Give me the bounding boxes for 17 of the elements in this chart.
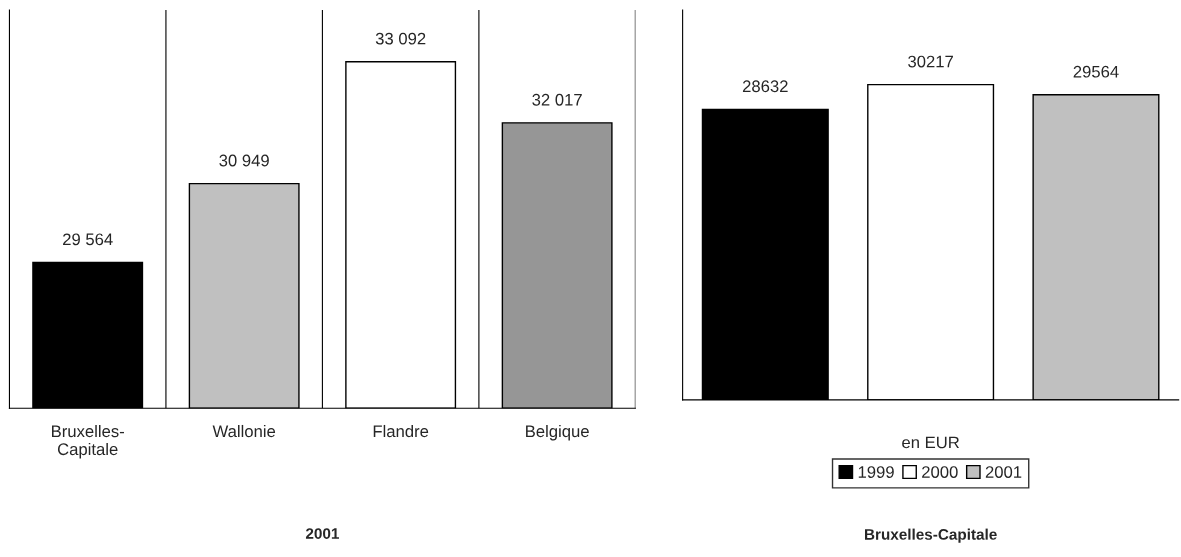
legend-label: 2001 bbox=[985, 466, 1022, 478]
data-label: 32 017 bbox=[532, 93, 582, 106]
x-tick-label: Bruxelles- Capitale bbox=[52, 424, 124, 459]
data-label: 29564 bbox=[1073, 65, 1119, 78]
data-label: 29 564 bbox=[63, 233, 113, 246]
data-label: 30 949 bbox=[219, 154, 269, 167]
data-label: 30217 bbox=[908, 55, 953, 68]
text: Bruxelles-Capitale bbox=[865, 528, 997, 543]
x-tick-label: Wallonie bbox=[212, 424, 276, 438]
data-label: 28632 bbox=[742, 80, 788, 93]
x-tick-label: Flandre bbox=[373, 424, 429, 438]
legend-label: 2000 bbox=[922, 466, 958, 478]
x-tick-label: Belgique bbox=[526, 424, 589, 441]
x-axis-title: en EUR bbox=[902, 436, 960, 449]
legend-label: 1999 bbox=[858, 466, 894, 478]
data-label: 33 092 bbox=[375, 32, 426, 45]
text: 2001 bbox=[305, 528, 339, 539]
